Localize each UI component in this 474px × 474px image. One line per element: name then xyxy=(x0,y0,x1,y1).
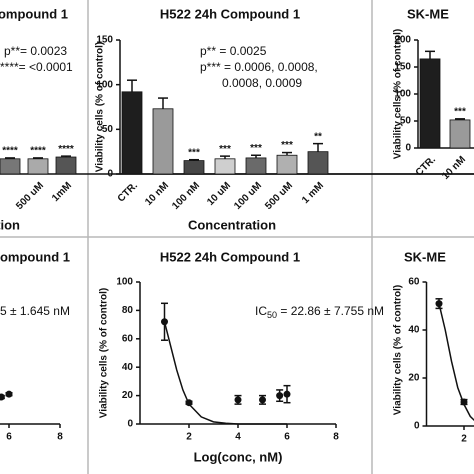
x-tick-label: 100 nM xyxy=(170,180,202,212)
data-point xyxy=(283,390,291,398)
x-tick-label: 10 nM xyxy=(143,180,171,208)
x-tick-label: 6 xyxy=(284,432,290,443)
x-tick-label: CTR. xyxy=(414,154,438,178)
annotation-part: 50 xyxy=(267,310,277,320)
panel-title: H522 24h Compound 1 xyxy=(160,6,300,21)
y-tick-label: 200 xyxy=(394,35,411,46)
data-point xyxy=(5,390,13,398)
annotation: ****= <0.0001 xyxy=(0,60,73,74)
annotation: p**= 0.0023 xyxy=(4,44,67,58)
bar xyxy=(183,160,205,175)
data-point xyxy=(161,318,168,326)
data-point xyxy=(460,398,468,406)
x-tick-label: 1mM xyxy=(50,180,74,204)
x-tick-label: 8 xyxy=(333,432,339,443)
x-tick-label: 8 xyxy=(57,432,63,443)
y-tick-label: 40 xyxy=(122,362,134,373)
bar xyxy=(55,156,77,175)
y-tick-label: 150 xyxy=(96,35,113,46)
y-tick-label: 20 xyxy=(408,373,420,384)
y-tick-label: 150 xyxy=(394,62,411,73)
data-point xyxy=(435,300,443,308)
x-tick-label: 2 xyxy=(461,434,467,445)
x-tick-label: 4 xyxy=(235,432,241,443)
bar xyxy=(419,58,441,149)
bar xyxy=(27,158,49,175)
significance-label: ** xyxy=(314,131,322,142)
y-tick-label: 0 xyxy=(414,421,420,432)
x-tick-label: 100 uM xyxy=(232,180,264,212)
significance-label: *** xyxy=(219,144,231,155)
panel-title: Compound 1 xyxy=(0,249,70,264)
panel-title: SK-ME xyxy=(407,6,449,21)
data-point xyxy=(259,396,266,404)
y-tick-label: 100 xyxy=(394,89,411,100)
significance-label: *** xyxy=(188,147,200,158)
x-tick-label: 500 uM xyxy=(14,180,46,212)
y-axis-label: Viability cells (% of control) xyxy=(95,42,106,172)
y-tick-label: 100 xyxy=(116,277,133,288)
x-tick-label: CTR. xyxy=(116,180,140,204)
panel-title: SK-ME xyxy=(404,249,446,264)
bar xyxy=(214,158,236,175)
x-tick-label: 1 mM xyxy=(300,180,326,206)
significance-label: *** xyxy=(281,140,293,151)
data-point xyxy=(185,399,193,407)
data-point xyxy=(276,392,284,400)
y-tick-label: 60 xyxy=(122,333,134,344)
y-tick-label: 0 xyxy=(127,419,133,430)
y-axis-label: Viability cells (% of control) xyxy=(99,288,110,418)
data-point xyxy=(234,396,242,404)
bar xyxy=(307,151,329,175)
fit-curve xyxy=(438,303,474,422)
significance-label: *** xyxy=(454,106,466,117)
annotation: p** = 0.0025 xyxy=(200,44,267,58)
annotation: 5 ± 1.645 nM xyxy=(0,304,70,318)
x-tick-label: 2 xyxy=(186,432,192,443)
bar xyxy=(245,157,267,175)
panel-title: H522 24h Compound 1 xyxy=(160,249,300,264)
annotation-part: 5 ± 1.645 nM xyxy=(0,304,70,318)
significance-label: **** xyxy=(2,146,18,157)
x-tick-label: 10 nM xyxy=(440,154,468,182)
x-axis-label: Concentration xyxy=(188,217,276,232)
bar xyxy=(152,108,174,175)
bar xyxy=(449,119,471,149)
significance-label: **** xyxy=(30,146,46,157)
x-tick-label: 500 uM xyxy=(263,180,295,212)
significance-label: **** xyxy=(58,144,74,155)
annotation: IC50 = 22.86 ± 7.755 nM xyxy=(255,304,384,320)
y-tick-label: 60 xyxy=(408,277,420,288)
y-tick-label: 20 xyxy=(122,390,134,401)
y-tick-label: 50 xyxy=(102,124,114,135)
annotation-part: IC xyxy=(255,304,267,318)
x-tick-label: 10 uM xyxy=(205,180,233,208)
bar xyxy=(121,91,143,175)
fit-curve xyxy=(163,321,287,425)
y-axis-label: Viability cells (% of control) xyxy=(393,285,404,415)
y-tick-label: 0 xyxy=(107,169,113,180)
y-tick-label: 80 xyxy=(122,305,134,316)
significance-label: *** xyxy=(250,143,262,154)
bar xyxy=(276,154,298,175)
x-axis-label: Log(conc, nM) xyxy=(194,449,283,464)
y-tick-label: 50 xyxy=(400,116,412,127)
annotation: 0.0008, 0.0009 xyxy=(222,76,302,90)
bar xyxy=(0,158,21,175)
y-tick-label: 40 xyxy=(408,325,420,336)
x-axis-label: Concentration xyxy=(0,217,20,232)
panel-title: Compound 1 xyxy=(0,6,68,21)
annotation: p*** = 0.0006, 0.0008, xyxy=(200,60,318,74)
annotation-part: = 22.86 ± 7.755 nM xyxy=(277,304,384,318)
y-tick-label: 0 xyxy=(405,143,411,154)
data-point xyxy=(0,393,5,401)
x-tick-label: 6 xyxy=(6,432,12,443)
y-axis-label: Viability cells (% of control) xyxy=(393,29,404,159)
y-tick-label: 100 xyxy=(96,79,113,90)
